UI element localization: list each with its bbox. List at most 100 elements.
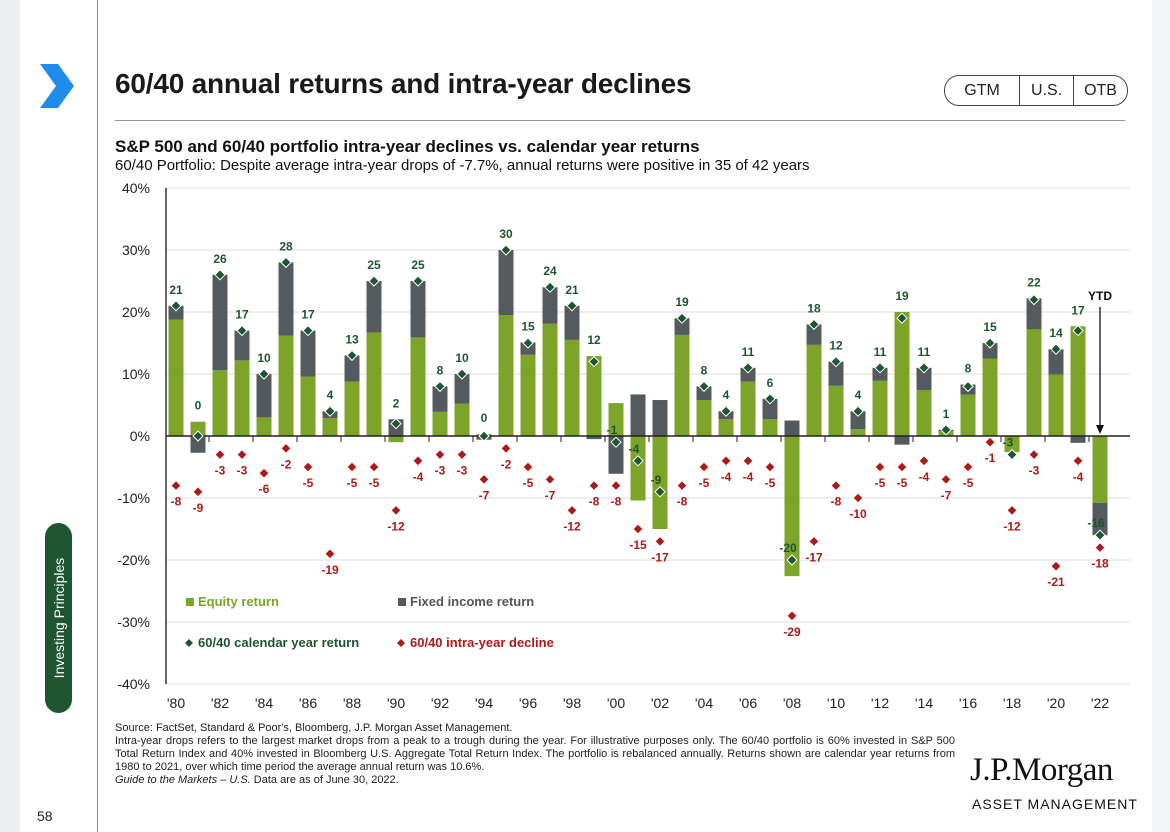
fixed-income-bar [982,343,998,359]
intra-year-decline-label: -4 [1073,470,1084,484]
intra-year-decline-marker [808,535,820,548]
intra-year-decline-marker [346,461,358,473]
legend-calendar-return: 60/40 calendar year return [198,635,359,650]
intra-year-decline-marker [368,461,380,473]
intra-year-decline-marker [896,461,908,473]
x-tick-label: '86 [299,695,317,711]
calendar-return-label: 12 [829,339,843,353]
y-tick-label: -40% [117,676,150,692]
intra-year-decline-label: -5 [523,476,534,490]
calendar-return-marker [544,281,556,293]
calendar-return-label: -3 [1003,436,1014,450]
legend-equity: Equity return [198,594,279,609]
right-margin [1152,0,1170,832]
equity-bar [564,339,580,436]
intra-year-decline-marker [280,442,292,455]
legend-fixed-income: Fixed income return [410,594,534,609]
equity-bar [190,421,206,436]
section-tab[interactable]: Investing Principles [45,523,72,713]
legend-intra-year-decline: 60/40 intra-year decline [410,635,554,650]
calendar-return-marker [236,324,248,337]
intra-year-decline-marker [764,461,776,473]
intra-year-decline-marker [1028,448,1040,461]
calendar-return-marker [346,349,358,362]
legend-fixed-income-swatch [398,598,406,606]
equity-bar [476,434,492,436]
calendar-return-label: 4 [327,388,334,402]
intra-year-decline-label: -8 [677,495,688,509]
fixed-income-bar [1004,436,1020,437]
x-tick-label: '82 [211,695,229,711]
x-tick-label: '04 [695,695,713,711]
calendar-return-label: 11 [918,345,931,359]
intra-year-decline-label: -7 [479,488,490,502]
intra-year-decline-marker [852,492,864,504]
calendar-return-label: 11 [742,345,755,359]
calendar-return-marker [214,269,226,281]
fixed-income-bar [432,386,448,412]
x-tick-label: '02 [651,695,669,711]
pill-gtm[interactable]: GTM [964,81,1000,99]
pill-otb[interactable]: OTB [1073,76,1127,105]
calendar-return-marker [940,424,952,436]
equity-bar [982,358,998,436]
footnotes: Source: FactSet, Standard & Poor's, Bloo… [115,722,955,787]
x-tick-label: '98 [563,695,581,711]
calendar-return-label: 21 [169,283,183,297]
x-tick-label: '22 [1091,695,1109,711]
equity-bar [916,390,932,436]
calendar-return-label: 10 [455,351,469,365]
calendar-return-marker [566,300,578,312]
y-tick-label: 20% [122,304,150,320]
intra-year-decline-marker [390,504,402,517]
intra-year-decline-label: -17 [805,550,823,564]
fixed-income-bar [454,374,470,404]
pill-us[interactable]: U.S. [1019,76,1073,105]
intra-year-decline-label: -5 [963,476,974,490]
equity-bar [388,436,404,443]
calendar-return-marker [632,455,644,467]
x-tick-label: '08 [783,695,801,711]
equity-bar [696,400,712,436]
calendar-return-marker [918,362,930,374]
calendar-return-label: 25 [411,258,425,272]
intra-year-decline-marker [544,473,556,486]
calendar-return-label: 22 [1027,275,1041,289]
intra-year-decline-marker [1050,560,1062,572]
intra-year-decline-label: -5 [699,476,710,490]
footnote-date: Data are as of June 30, 2022. [250,774,399,786]
equity-bar [718,419,734,436]
intra-year-decline-label: -7 [545,488,556,502]
equity-bar [740,381,756,436]
fixed-income-bar [256,374,272,418]
intra-year-decline-label: -5 [765,476,776,490]
fixed-income-bar [520,342,536,355]
intra-year-decline-label: -8 [831,495,842,509]
fixed-income-bar [938,429,954,432]
intra-year-decline-marker [654,535,666,548]
intra-year-decline-label: -5 [347,476,358,490]
intra-year-decline-label: -10 [849,507,867,521]
fixed-income-bar [718,411,734,420]
calendar-return-label: 15 [983,320,997,334]
equity-bar [542,323,558,436]
equity-bar [344,381,360,436]
intra-year-decline-marker [588,479,600,492]
intra-year-decline-label: -12 [1003,519,1021,533]
calendar-return-marker [302,324,314,337]
equity-bar [168,319,184,436]
page-number: 58 [37,808,53,824]
intra-year-decline-marker [874,461,886,473]
intra-year-decline-label: -18 [1091,557,1109,571]
fixed-income-bar [1070,436,1086,443]
fixed-income-bar [278,262,294,336]
calendar-return-marker [390,417,402,430]
equity-bar [674,334,690,436]
equity-bar [850,429,866,436]
ytd-arrowhead [1096,425,1104,434]
fixed-income-bar [190,436,206,453]
calendar-return-label: 8 [701,363,708,377]
fixed-income-bar [168,305,184,320]
intra-year-decline-label: -4 [413,470,424,484]
